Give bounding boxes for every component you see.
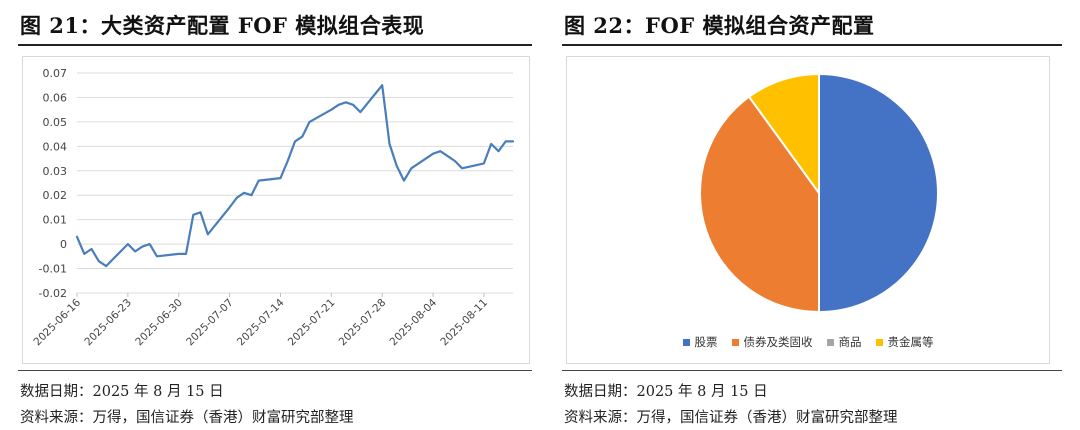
x-tick-label: 2025-07-14	[235, 296, 287, 348]
left-chart-title: 图 21：大类资产配置 FOF 模拟组合表现	[20, 13, 425, 38]
y-tick-label: -0.02	[39, 287, 67, 300]
x-tick-label: 2025-06-23	[82, 297, 134, 349]
x-tick-label: 2025-06-16	[31, 296, 83, 348]
y-tick-label: -0.01	[39, 263, 67, 276]
x-tick-label: 2025-07-07	[184, 297, 236, 349]
legend-item: 股票	[682, 334, 718, 350]
legend-item: 贵金属等	[875, 334, 934, 350]
legend-swatch	[682, 338, 690, 346]
x-tick-label: 2025-06-30	[133, 297, 185, 349]
legend-label: 股票	[694, 335, 718, 349]
legend-item: 债券及类固收	[731, 334, 813, 350]
line-chart-svg: 0.070.060.050.040.030.020.010-0.01-0.022…	[31, 67, 515, 349]
left-bottom-rule	[18, 370, 532, 371]
right-bottom-rule	[562, 370, 1062, 371]
right-source-note: 资料来源：万得，国信证券（香港）财富研究部整理	[564, 410, 898, 426]
pie-slice	[699, 95, 820, 314]
pie-chart: 股票 债券及类固收 商品 贵金属等	[566, 56, 1050, 364]
legend-swatch	[875, 338, 883, 346]
pie-chart-svg	[699, 72, 939, 314]
portfolio-return-line	[75, 84, 515, 268]
pie-legend: 股票 债券及类固收 商品 贵金属等	[567, 334, 1049, 350]
y-tick-label: 0.06	[43, 91, 68, 104]
x-tick-label: 2025-07-28	[337, 297, 389, 349]
line-chart: 0.07 0.06 0.05 0.04 0.03 0.02 0.01 0 -0.01 -0.02 2…	[22, 56, 530, 364]
legend-label: 商品	[838, 335, 862, 349]
right-date-note: 数据日期：2025 年 8 月 15 日	[564, 384, 768, 400]
legend-item: 商品	[826, 334, 862, 350]
y-tick-label: 0.03	[43, 165, 68, 178]
y-tick-label: 0	[60, 238, 67, 251]
pie-slice	[747, 72, 820, 197]
legend-swatch	[826, 338, 834, 346]
pie-slice	[818, 72, 939, 314]
right-panel: 图 22：FOF 模拟组合资产配置 股票 债券及类固收 商品 贵金属等 数据日期：20…	[562, 0, 1062, 430]
x-tick-label: 2025-08-11	[438, 297, 490, 349]
left-source-note: 资料来源：万得，国信证券（香港）财富研究部整理	[20, 410, 354, 426]
y-tick-label: 0.01	[43, 214, 68, 227]
left-panel: 图 21：大类资产配置 FOF 模拟组合表现 0.07 0.06 0.05 0.04 0…	[18, 0, 532, 430]
right-title-rule	[562, 44, 1062, 46]
legend-label: 债券及类固收	[743, 335, 813, 349]
left-title-rule	[18, 44, 532, 46]
x-tick-label: 2025-08-04	[388, 296, 440, 348]
y-tick-label: 0.05	[43, 116, 68, 129]
x-tick-label: 2025-07-21	[286, 297, 338, 349]
legend-label: 贵金属等	[887, 335, 934, 349]
left-date-note: 数据日期：2025 年 8 月 15 日	[20, 384, 224, 400]
legend-swatch	[731, 338, 739, 346]
right-chart-title: 图 22：FOF 模拟组合资产配置	[564, 13, 875, 38]
y-tick-label: 0.07	[43, 67, 68, 80]
y-tick-label: 0.02	[43, 189, 68, 202]
y-tick-label: 0.04	[43, 140, 68, 153]
